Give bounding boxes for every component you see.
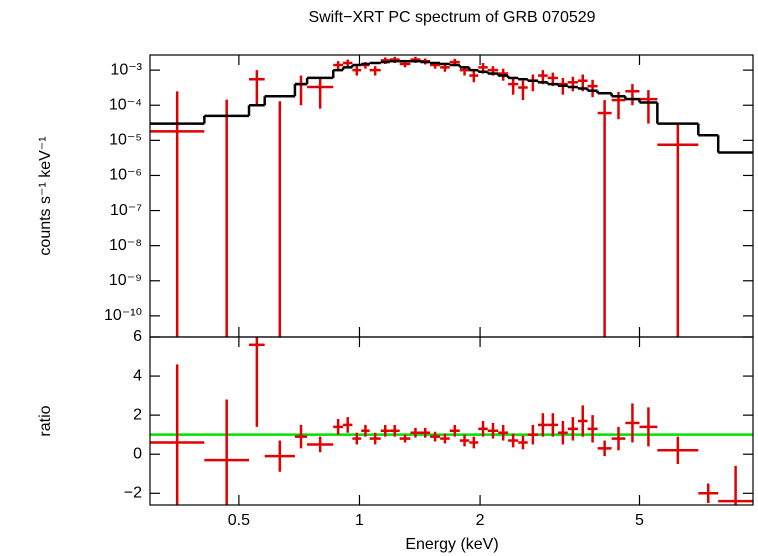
y-tick-label: 10⁻³	[110, 61, 142, 78]
y-tick-label: 10⁻⁴	[109, 96, 142, 113]
y-tick-label: 4	[133, 367, 142, 384]
y-tick-label: 10⁻⁹	[109, 272, 142, 289]
x-axis-label: Energy (keV)	[405, 536, 498, 553]
panel-frame	[149, 336, 754, 506]
y-tick-label: 10⁻⁷	[110, 202, 142, 219]
x-tick-label: 5	[635, 512, 644, 529]
x-tick-label: 2	[476, 512, 485, 529]
panel-frame	[149, 54, 754, 338]
y-tick-label: 6	[133, 328, 142, 345]
spectrum-panel	[150, 56, 753, 337]
y-tick-label: 2	[133, 406, 142, 423]
y-tick-label: 0	[133, 445, 142, 462]
x-tick-label: 1	[355, 512, 364, 529]
axes: 10⁻¹⁰ 10⁻⁹ 10⁻⁸ 10⁻⁷ 10⁻⁶ 10⁻⁵ 10⁻⁴ 10⁻³ −2 0 2 4 6 0…	[104, 55, 753, 529]
x-tick-label: 0.5	[228, 512, 250, 529]
y-tick-label: 10⁻⁵	[109, 132, 142, 149]
y-axis-label: counts s⁻¹ keV⁻¹	[37, 136, 54, 255]
y-tick-label: 10⁻⁶	[109, 167, 142, 184]
y-tick-label: −2	[124, 484, 142, 501]
y-tick-label: 10⁻⁸	[109, 237, 142, 254]
ratio-panel	[150, 337, 753, 505]
y-tick-label: 10⁻¹⁰	[104, 307, 142, 324]
y-axis-label: ratio	[37, 405, 54, 436]
chart-title: Swift−XRT PC spectrum of GRB 070529	[308, 9, 595, 26]
